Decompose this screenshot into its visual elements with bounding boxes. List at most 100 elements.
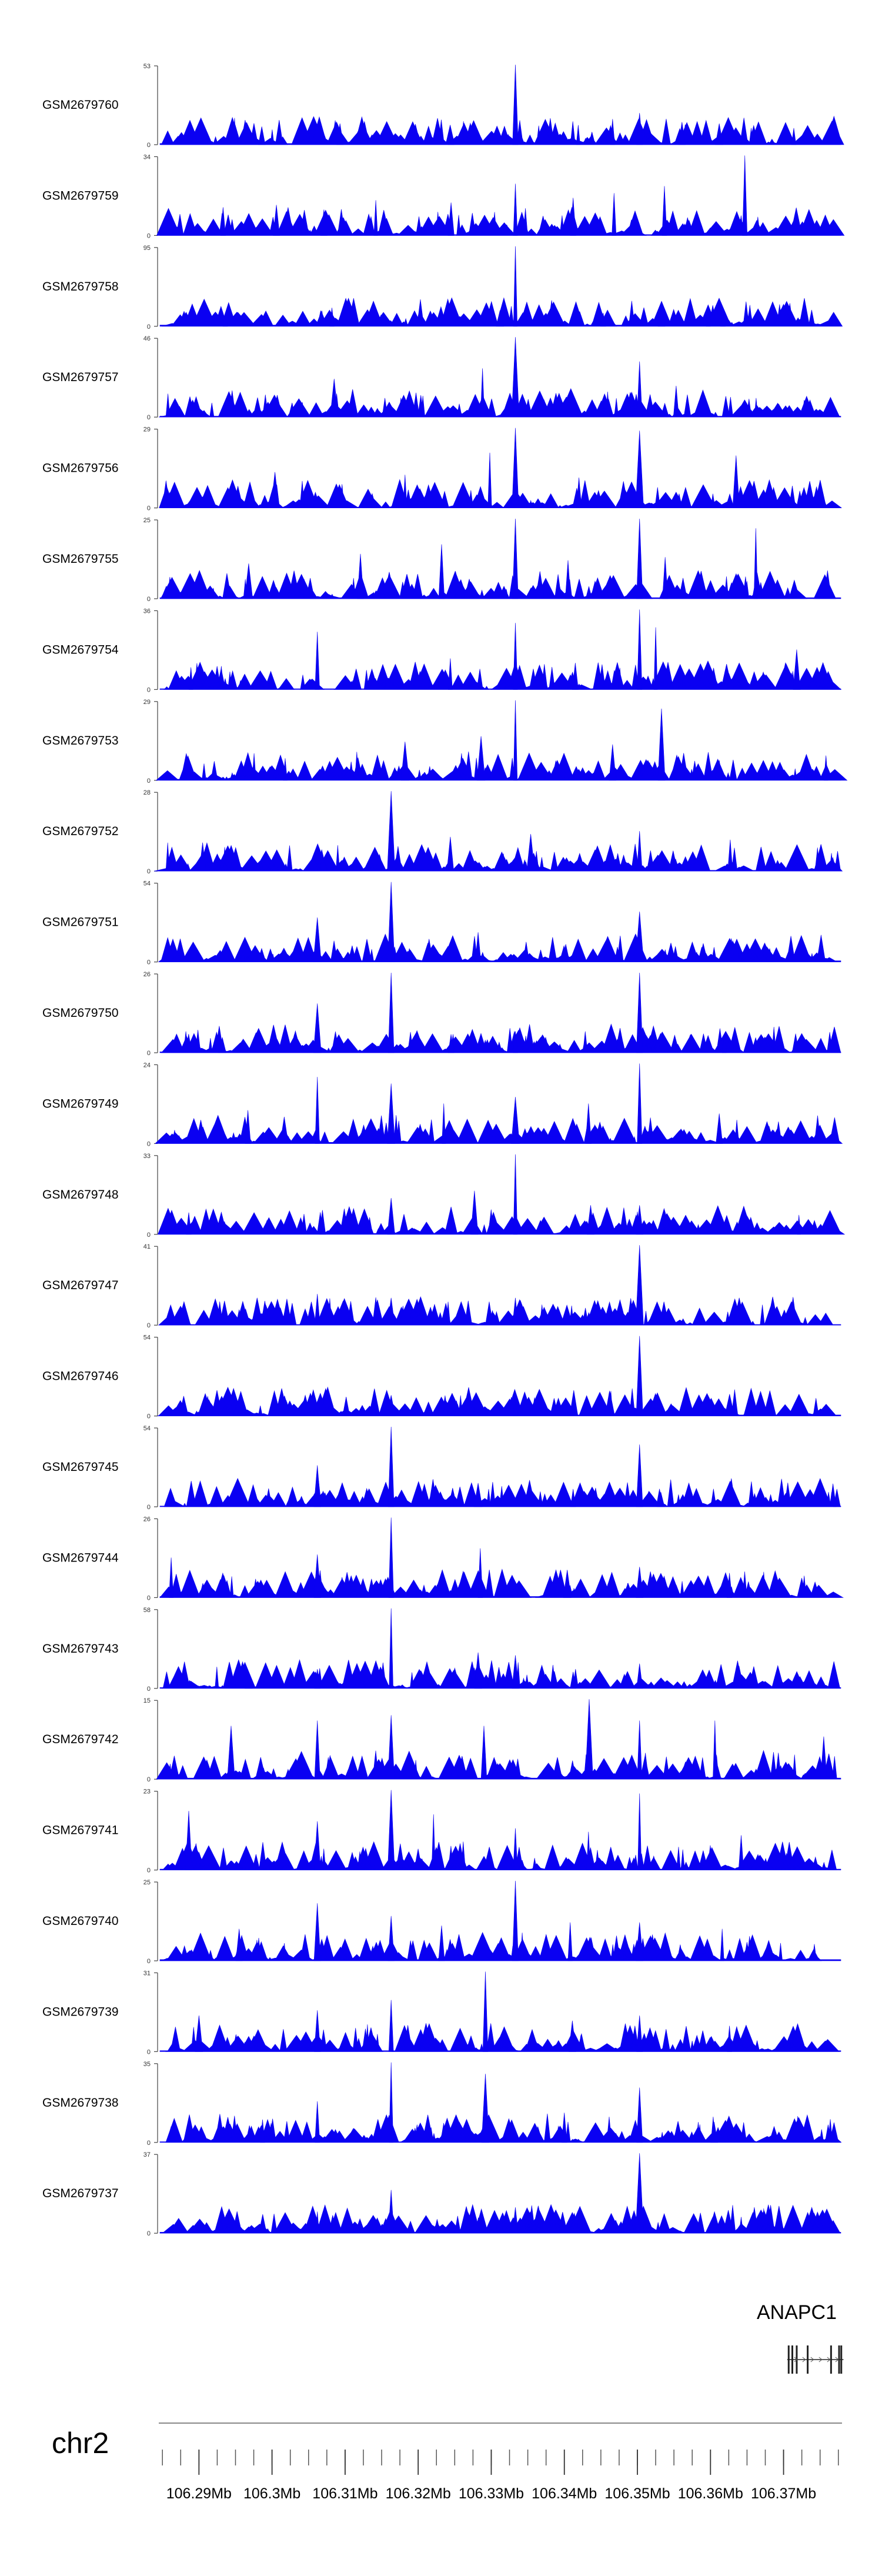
- track-label: GSM2679746: [42, 1370, 119, 1383]
- coverage-peak: [565, 560, 571, 599]
- coverage-peak: [320, 209, 328, 236]
- track-GSM2679742: GSM2679742 15 0: [42, 1697, 841, 1783]
- coverage-peak: [561, 2113, 567, 2143]
- coverage-peak: [236, 1309, 243, 1326]
- coverage-peak: [240, 950, 246, 962]
- axis-tick-label: 106.29Mb: [166, 2485, 232, 2502]
- coverage-peak: [199, 842, 206, 872]
- coverage-peak: [283, 758, 288, 781]
- coverage-peak: [454, 2215, 461, 2234]
- y-tick-min-label: 0: [147, 1594, 151, 1601]
- coverage-peak: [738, 1835, 744, 1870]
- coverage-peak: [315, 632, 320, 690]
- coverage-peak: [673, 385, 679, 418]
- coverage-peak: [657, 302, 666, 327]
- coverage-peak: [446, 1302, 451, 1326]
- coverage-peak: [512, 1655, 519, 1689]
- track-GSM2679760: GSM2679760 53 0: [42, 63, 844, 149]
- axis-tick-label: 106.34Mb: [532, 2485, 597, 2502]
- coverage-peak: [476, 736, 486, 781]
- y-tick-min-label: 0: [147, 686, 151, 693]
- coverage-peak: [513, 1401, 518, 1416]
- coverage-background: [156, 206, 845, 236]
- coverage-peak: [753, 528, 758, 599]
- axis-tick-label: 106.37Mb: [751, 2485, 816, 2502]
- coverage-background: [165, 2113, 842, 2143]
- axis-ticks: 106.29Mb 106.3Mb 106.31Mb 106.32Mb 106.33Mb 1…: [162, 2450, 839, 2502]
- coverage-peak: [357, 553, 364, 599]
- coverage-peak: [388, 2190, 395, 2234]
- y-tick-max-label: 41: [143, 1243, 151, 1250]
- coverage-peak: [823, 755, 828, 781]
- coverage-peak: [387, 1916, 395, 1961]
- coverage-peak: [572, 663, 579, 690]
- coverage-peak: [513, 1154, 518, 1235]
- y-tick-max-label: 58: [143, 1607, 151, 1614]
- coverage-peak: [791, 128, 797, 145]
- coverage-peak: [766, 947, 774, 962]
- y-tick-min-label: 0: [147, 1050, 151, 1057]
- coverage-baseline: [159, 143, 841, 145]
- coverage-peak: [576, 477, 582, 508]
- y-tick-min-label: 0: [147, 778, 151, 785]
- y-tick-max-label: 46: [143, 335, 151, 342]
- gene-strand-arrow: [818, 2357, 823, 2363]
- axis-tick-label: 106.33Mb: [459, 2485, 524, 2502]
- track-GSM2679745: GSM2679745 54 0: [42, 1425, 841, 1511]
- track-label: GSM2679759: [42, 189, 119, 202]
- coverage-peak: [636, 2015, 643, 2052]
- coverage-peak: [403, 475, 407, 508]
- coverage-peak: [453, 1403, 462, 1416]
- coverage-baseline: [159, 416, 841, 418]
- track-GSM2679748: GSM2679748 33 0: [42, 1153, 846, 1239]
- track-GSM2679754: GSM2679754 36 0: [42, 608, 842, 693]
- track-GSM2679741: GSM2679741 23 0: [42, 1788, 841, 1874]
- coverage-baseline: [159, 1777, 841, 1780]
- coverage-background: [156, 1750, 837, 1780]
- coverage-peak: [834, 851, 841, 872]
- y-tick-max-label: 15: [143, 1697, 151, 1704]
- coverage-peak: [797, 1214, 801, 1235]
- y-tick-min-label: 0: [147, 868, 151, 875]
- coverage-peak: [387, 1197, 395, 1235]
- y-tick-max-label: 23: [143, 1788, 151, 1796]
- coverage-peak: [727, 2026, 732, 2052]
- y-tick-min-label: 0: [147, 1322, 151, 1329]
- coverage-peak: [610, 119, 615, 145]
- coverage-peak: [637, 1793, 642, 1870]
- coverage-peak: [373, 200, 378, 236]
- coverage-peak: [447, 202, 455, 236]
- coverage-peak: [710, 2121, 719, 2143]
- coverage-peak: [562, 944, 570, 962]
- coverage-peak: [662, 557, 669, 599]
- track-GSM2679737: GSM2679737 37 0: [42, 2151, 841, 2237]
- track-label: GSM2679747: [42, 1279, 119, 1292]
- coverage-peak: [793, 649, 801, 690]
- coverage-peak: [512, 428, 519, 508]
- coverage-peak: [636, 831, 643, 872]
- coverage-baseline: [159, 234, 841, 236]
- gene-strand-arrow: [794, 2357, 798, 2363]
- coverage-peak: [636, 2087, 643, 2143]
- coverage-baseline: [159, 597, 841, 599]
- coverage-peak: [636, 1336, 643, 1416]
- y-tick-max-label: 26: [143, 1516, 151, 1523]
- coverage-peak: [220, 207, 226, 236]
- track-GSM2679759: GSM2679759 34 0: [42, 154, 845, 239]
- coverage-peak: [480, 1726, 487, 1780]
- coverage-peak: [512, 2207, 519, 2234]
- coverage-peak: [447, 129, 455, 145]
- coverage-peak: [315, 2211, 320, 2234]
- track-GSM2679755: GSM2679755 25 0: [42, 517, 841, 603]
- y-tick-max-label: 54: [143, 880, 151, 887]
- coverage-peak: [244, 1677, 253, 1689]
- coverage-peak: [513, 183, 518, 236]
- y-tick-max-label: 53: [143, 63, 151, 70]
- coverage-peak: [570, 1489, 576, 1507]
- coverage-background: [163, 660, 842, 690]
- gene-strand-arrow: [802, 2357, 806, 2363]
- gene-exon: [796, 2345, 798, 2374]
- track-label: GSM2679748: [42, 1188, 119, 1202]
- y-tick-min-label: 0: [147, 142, 151, 149]
- coverage-peak: [386, 1395, 396, 1416]
